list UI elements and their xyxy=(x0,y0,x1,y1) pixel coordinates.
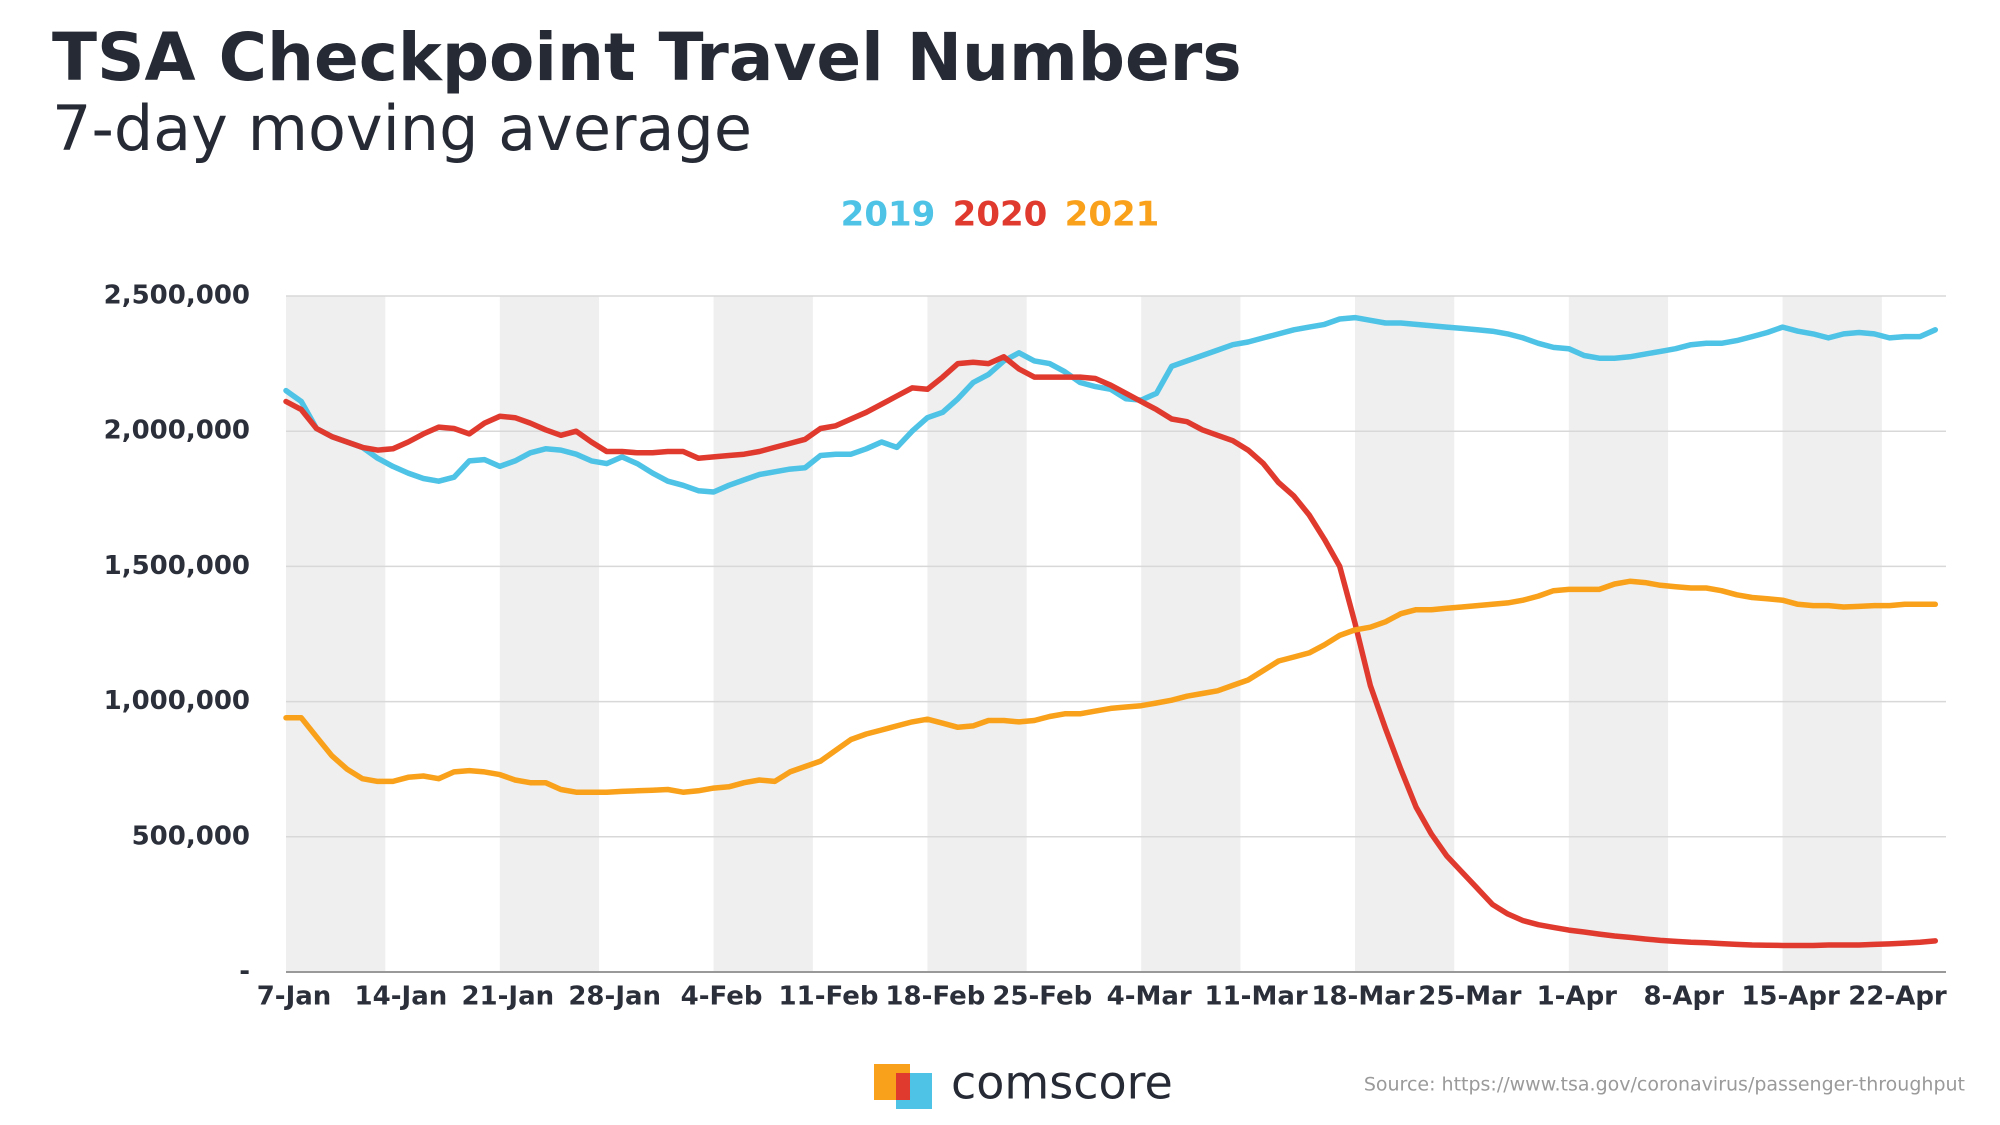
week-band xyxy=(1354,296,1455,972)
y-tick-label: 1,500,000 xyxy=(104,551,250,581)
y-tick-label: 500,000 xyxy=(132,821,250,851)
x-tick-label: 8-Apr xyxy=(1643,982,1724,1012)
x-tick-label: 7-Jan xyxy=(257,982,332,1012)
week-band xyxy=(499,296,600,972)
chart-subtitle: 7-day moving average xyxy=(52,92,752,165)
week-band xyxy=(1782,296,1882,972)
x-tick-label: 14-Jan xyxy=(355,982,448,1012)
line-series xyxy=(283,314,1939,495)
week-band xyxy=(1141,296,1241,972)
y-tick-label: 2,500,000 xyxy=(104,281,250,311)
week-band xyxy=(1568,296,1669,972)
x-tick-label: 11-Feb xyxy=(779,982,879,1012)
week-band xyxy=(286,296,386,972)
x-tick-label: 25-Feb xyxy=(992,982,1092,1012)
x-tick-label: 18-Feb xyxy=(885,982,985,1012)
x-tick-label: 28-Jan xyxy=(568,982,661,1012)
logo xyxy=(874,1064,932,1109)
x-tick-label: 22-Apr xyxy=(1848,982,1947,1012)
chart-title: TSA Checkpoint Travel Numbers xyxy=(52,19,1242,96)
x-tick-label: 4-Mar xyxy=(1107,982,1192,1012)
line-series xyxy=(283,354,1939,949)
week-band xyxy=(927,296,1027,972)
x-tick-label: 15-Apr xyxy=(1741,982,1840,1012)
y-tick-label: - xyxy=(239,957,250,987)
x-tick-label: 18-Mar xyxy=(1311,982,1414,1012)
legend-label: 2020 xyxy=(953,195,1048,235)
logo-square xyxy=(896,1073,910,1100)
source: Source: https://www.tsa.gov/coronavirus/… xyxy=(1364,1074,1965,1096)
x-tick-label: 25-Mar xyxy=(1418,982,1521,1012)
week-bands xyxy=(286,296,1882,972)
legend-label: 2021 xyxy=(1065,195,1160,235)
y-tick-label: 1,000,000 xyxy=(104,686,250,716)
legend-label: 2019 xyxy=(841,195,936,235)
y-tick-label: 2,000,000 xyxy=(104,416,250,446)
x-tick-label: 1-Apr xyxy=(1537,982,1618,1012)
logo-text: comscore xyxy=(951,1056,1173,1110)
x-tick-label: 11-Mar xyxy=(1204,982,1307,1012)
x-tick-label: 4-Feb xyxy=(681,982,763,1012)
x-tick-label: 21-Jan xyxy=(461,982,554,1012)
week-band xyxy=(713,296,813,972)
line-series xyxy=(283,578,1939,795)
